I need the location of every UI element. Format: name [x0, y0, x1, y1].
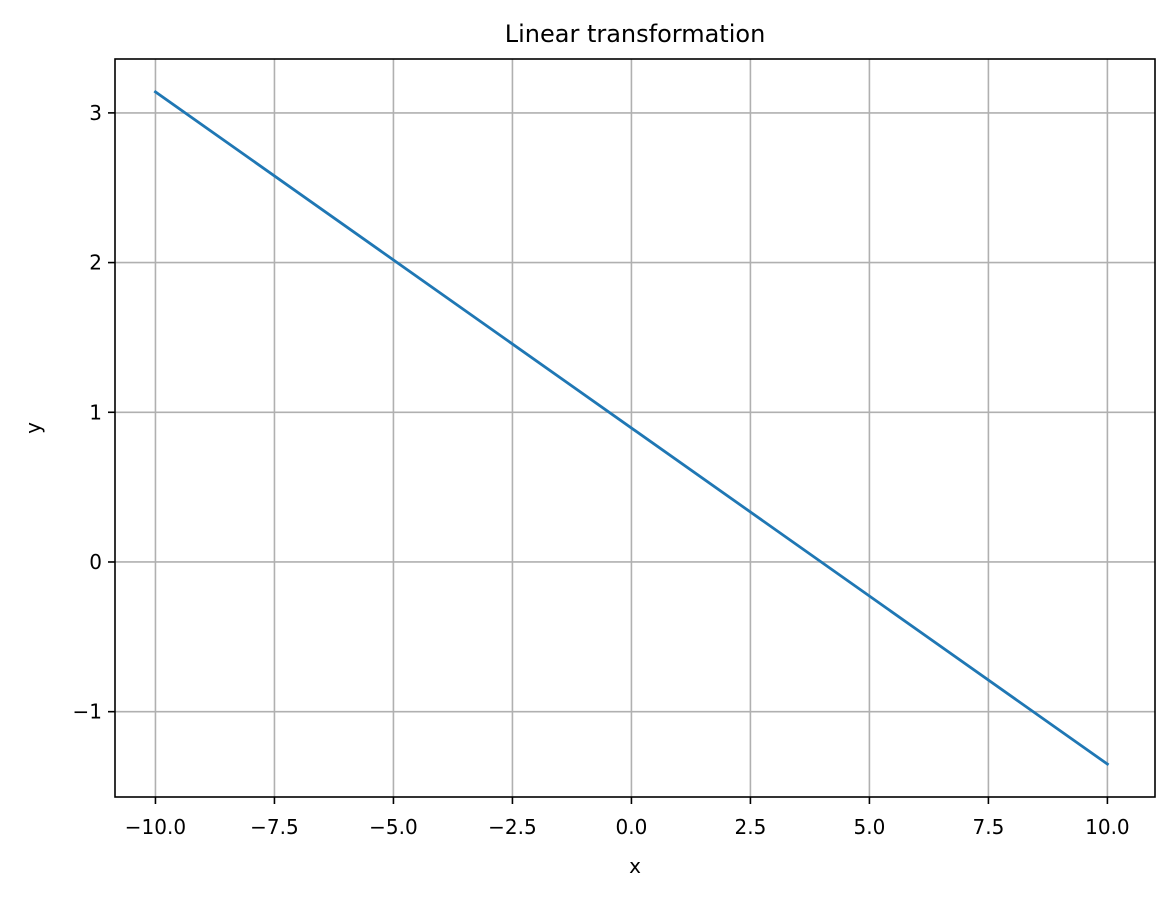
y-tick-label: 1 [89, 400, 102, 424]
x-tick-label: −7.5 [250, 815, 299, 839]
x-tick-label: 10.0 [1085, 815, 1130, 839]
x-tick-label: 2.5 [735, 815, 767, 839]
x-tick-label: 5.0 [854, 815, 886, 839]
y-tick-label: 3 [89, 101, 102, 125]
ticks: −10.0 −7.5 −5.0 −2.5 0.0 2.5 5.0 7.5 10.0 −1 0 1 2 3 [73, 101, 1130, 839]
series-layer [153, 89, 1110, 767]
y-tick-label: 2 [89, 251, 102, 275]
plot-area-frame [114, 58, 1156, 798]
y-axis-title: y [21, 422, 45, 434]
y-tick-label: 0 [89, 550, 102, 574]
x-tick-label: −5.0 [369, 815, 418, 839]
y-tick-label: −1 [73, 700, 102, 724]
chart-title: Linear transformation [505, 20, 766, 48]
x-tick-label: −10.0 [125, 815, 186, 839]
x-tick-label: 0.0 [616, 815, 648, 839]
x-axis-title: x [629, 854, 641, 878]
x-tick-label: −2.5 [488, 815, 537, 839]
x-tick-label: 7.5 [973, 815, 1005, 839]
series-line [153, 89, 1110, 767]
